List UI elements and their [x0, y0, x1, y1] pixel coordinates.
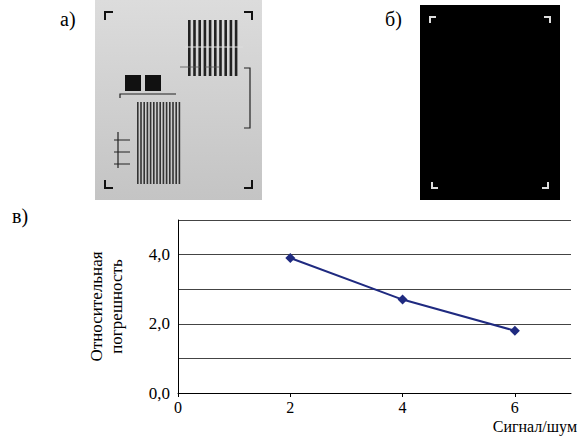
html-text:б): б) — [385, 8, 402, 30]
svg-text:6: 6 — [511, 399, 519, 416]
svg-text:0: 0 — [174, 399, 182, 416]
svg-text:4,0: 4,0 — [149, 245, 170, 264]
html-text:а): а) — [60, 8, 76, 30]
svg-text:2: 2 — [286, 399, 294, 416]
html-text:в): в) — [12, 205, 29, 227]
svg-text:погрешность: погрешность — [107, 259, 126, 354]
svg-text:0,0: 0,0 — [149, 384, 170, 403]
svg-text:Относительная: Относительная — [87, 251, 106, 361]
svg-text:Сигнал/шум: Сигнал/шум — [493, 418, 577, 436]
svg-text:2,0: 2,0 — [149, 314, 170, 333]
svg-text:4: 4 — [399, 399, 407, 416]
